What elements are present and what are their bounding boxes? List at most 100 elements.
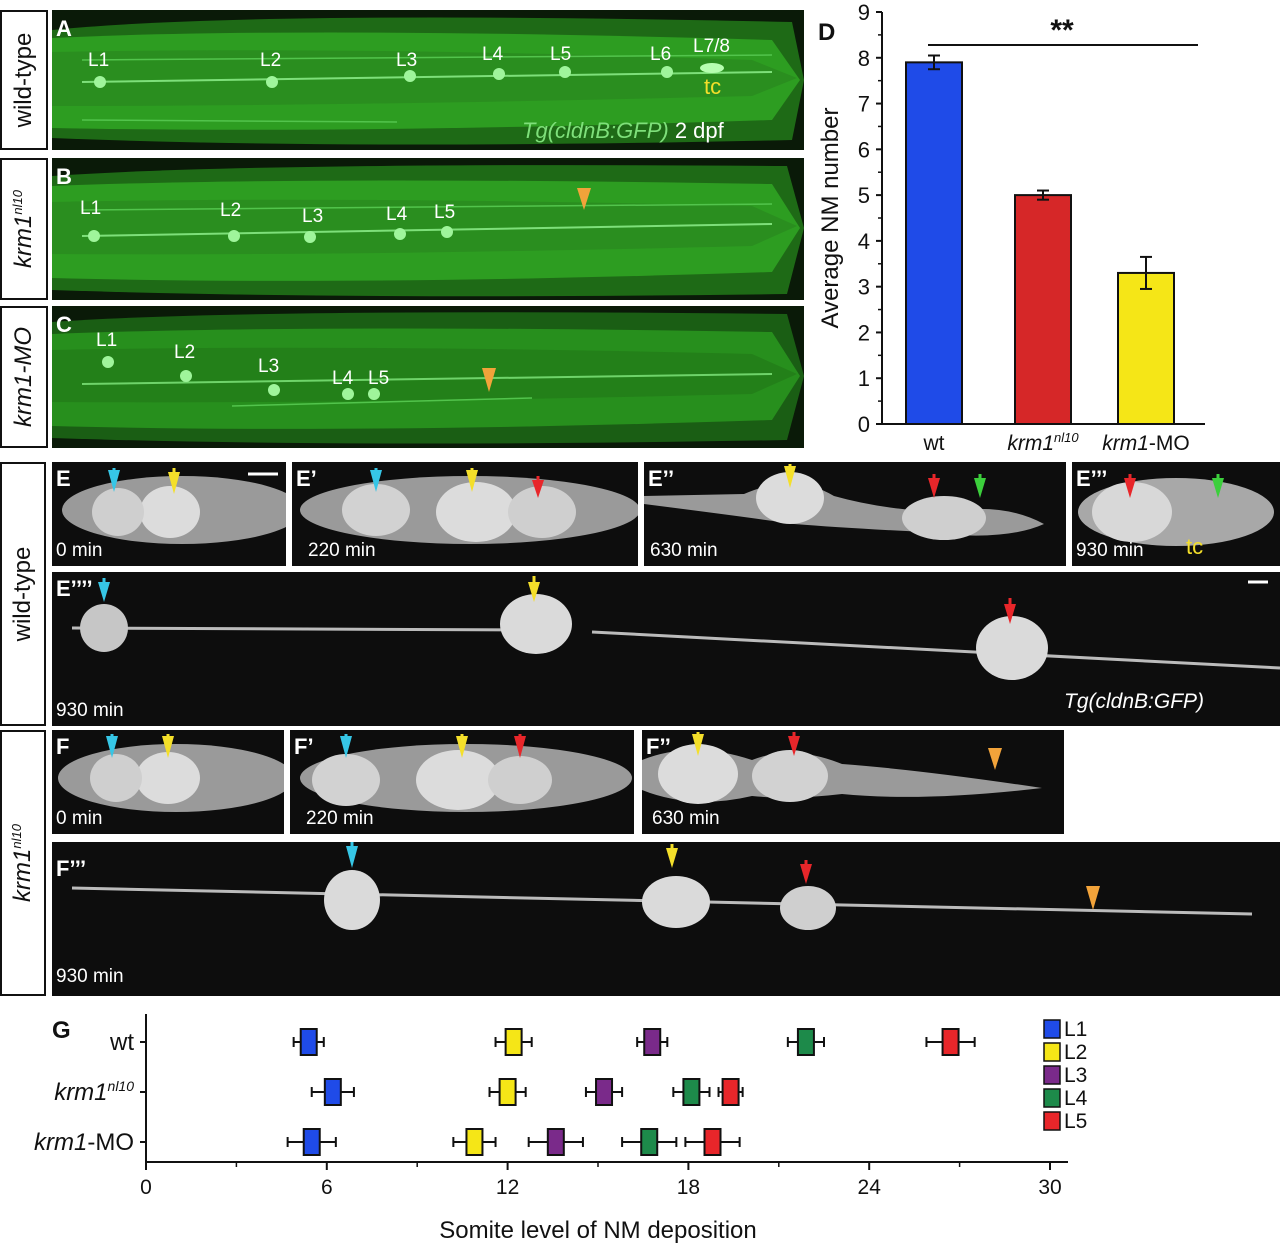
d-bar	[1117, 271, 1175, 425]
g-xtick-label: 24	[858, 1176, 882, 1199]
panel-f1-image: F’ 220 min	[290, 730, 634, 834]
panel-f-time: 0 min	[56, 808, 103, 829]
panel-e4-letter: E’’’’	[56, 576, 93, 601]
b-label-l1: L1	[80, 198, 102, 219]
panel-f3-image: F’’’ 930 min	[52, 842, 1280, 996]
g-box-l2	[498, 1078, 517, 1106]
d-bar	[905, 61, 963, 425]
a-label-l3: L3	[396, 50, 418, 71]
d-ytick-label: 0	[858, 412, 870, 437]
c-label-l3: L3	[258, 356, 280, 377]
d-xtick-label: krm1-MO	[1102, 432, 1190, 455]
b-label-l5: L5	[434, 202, 456, 223]
d-ytick-label: 2	[858, 320, 870, 345]
panel-f1-time: 220 min	[306, 808, 374, 829]
g-legend-swatch	[1043, 1019, 1061, 1039]
a-transgene-name: Tg(cldnB:GFP)	[522, 118, 669, 143]
panel-c-image: C L1 L2 L3 L4 L5	[52, 306, 804, 448]
row-label-wild-type: wild-type	[0, 10, 48, 150]
g-box-l4	[682, 1078, 701, 1106]
b-label-l3: L3	[302, 206, 324, 227]
d-ytick-label: 3	[858, 275, 870, 300]
g-xtick-label: 0	[140, 1176, 152, 1199]
g-legend-label: L2	[1064, 1041, 1087, 1064]
panel-e3-letter: E’’’	[1076, 466, 1108, 491]
g-legend-swatch	[1043, 1111, 1061, 1131]
panel-e3-time: 930 min	[1076, 540, 1144, 561]
krm1-text: krm1	[10, 214, 37, 268]
g-row-label: krm1-MO	[34, 1129, 134, 1156]
a-stage: 2 dpf	[674, 118, 724, 143]
panel-c-letter: C	[56, 312, 72, 337]
g-box-l2	[504, 1028, 523, 1056]
a-label-l1: L1	[88, 50, 110, 71]
panel-f2-letter: F’’	[646, 734, 671, 759]
g-row-label: wt	[109, 1029, 134, 1056]
panel-e1-image: E’ 220 min	[292, 462, 638, 566]
g-xtick-label: 6	[321, 1176, 333, 1199]
allele-sup: nl10	[10, 190, 25, 215]
g-box-l1	[302, 1128, 321, 1156]
c-label-l4: L4	[332, 368, 354, 389]
row-label-krm1-mo: krm1-MO	[0, 306, 48, 448]
g-box-l2	[465, 1128, 484, 1156]
g-box-l4	[796, 1028, 815, 1056]
panel-g-somite-chart: G 0 6 12 18 24 30 Somite level of NM deposition…	[34, 1014, 1088, 1244]
panel-e2-letter: E’’	[648, 466, 675, 491]
panel-e4-image: E’’’’ 930 min Tg(cldnB:GFP)	[52, 572, 1280, 726]
g-legend-swatch	[1043, 1065, 1061, 1085]
g-xlabel: Somite level of NM deposition	[439, 1217, 756, 1244]
g-legend-swatch	[1043, 1088, 1061, 1108]
row-label-krm1-mutant: krm1nl10	[0, 158, 48, 300]
g-legend-label: L3	[1064, 1064, 1087, 1087]
panel-g-letter: G	[52, 1017, 71, 1044]
panel-e-time: 0 min	[56, 540, 103, 561]
d-xtick-label: krm1nl10	[1007, 430, 1079, 455]
panel-e1-letter: E’	[296, 466, 317, 491]
panel-e2-time: 630 min	[650, 540, 718, 561]
panel-b-fish	[52, 165, 804, 297]
a-label-l6: L6	[650, 44, 672, 65]
panel-e4-time: 930 min	[56, 700, 124, 721]
b-label-l2: L2	[220, 200, 242, 221]
allele-mid-sup: nl10	[9, 824, 24, 849]
panel-f2-image: F’’ 630 min	[642, 730, 1064, 834]
panel-f2-time: 630 min	[652, 808, 720, 829]
panel-a-image: A L1 L2 L3 L4 L5 L6 L7/8 tc Tg(cldnB:GFP…	[52, 10, 804, 150]
row-label-wild-type-timelapse: wild-type	[0, 462, 46, 726]
d-ytick-label: 7	[858, 92, 870, 117]
panel-e1-time: 220 min	[308, 540, 376, 561]
a-label-tc: tc	[704, 74, 722, 99]
d-ytick-label: 9	[858, 0, 870, 25]
panel-a-letter: A	[56, 16, 72, 41]
g-box-l4	[640, 1128, 659, 1156]
g-xtick-label: 12	[496, 1176, 519, 1199]
d-ytick-label: 6	[858, 137, 870, 162]
d-ytick-label: 8	[858, 46, 870, 71]
g-xtick-label: 30	[1038, 1176, 1061, 1199]
panel-f3-letter: F’’’	[56, 856, 87, 881]
b-label-l4: L4	[386, 204, 408, 225]
d-ylabel: Average NM number	[817, 108, 844, 329]
a-label-l7-8: L7/8	[693, 36, 730, 57]
g-legend-label: L5	[1064, 1110, 1087, 1133]
panel-e4-transgene: Tg(cldnB:GFP)	[1064, 690, 1205, 713]
g-row-label: krm1nl10	[54, 1078, 134, 1106]
a-label-l4: L4	[482, 44, 504, 65]
d-xtick-label: wt	[923, 432, 945, 455]
krm1-mid-text: krm1	[9, 848, 36, 902]
a-label-l2: L2	[260, 50, 282, 71]
panel-c-fish	[52, 312, 804, 444]
g-box-l3	[595, 1078, 614, 1106]
panel-f3-time: 930 min	[56, 966, 124, 987]
panel-e-letter: E	[56, 466, 71, 491]
panel-d-letter: D	[818, 19, 835, 46]
g-legend-swatch	[1043, 1042, 1061, 1062]
a-label-l5: L5	[550, 44, 572, 65]
g-box-l5	[941, 1028, 960, 1056]
d-ytick-label: 4	[858, 229, 870, 254]
panel-e2-image: E’’ 630 min	[644, 462, 1066, 566]
a-transgene: Tg(cldnB:GFP) 2 dpf	[522, 118, 724, 144]
d-ytick-label: 1	[858, 366, 870, 391]
g-box-l1	[323, 1078, 342, 1106]
